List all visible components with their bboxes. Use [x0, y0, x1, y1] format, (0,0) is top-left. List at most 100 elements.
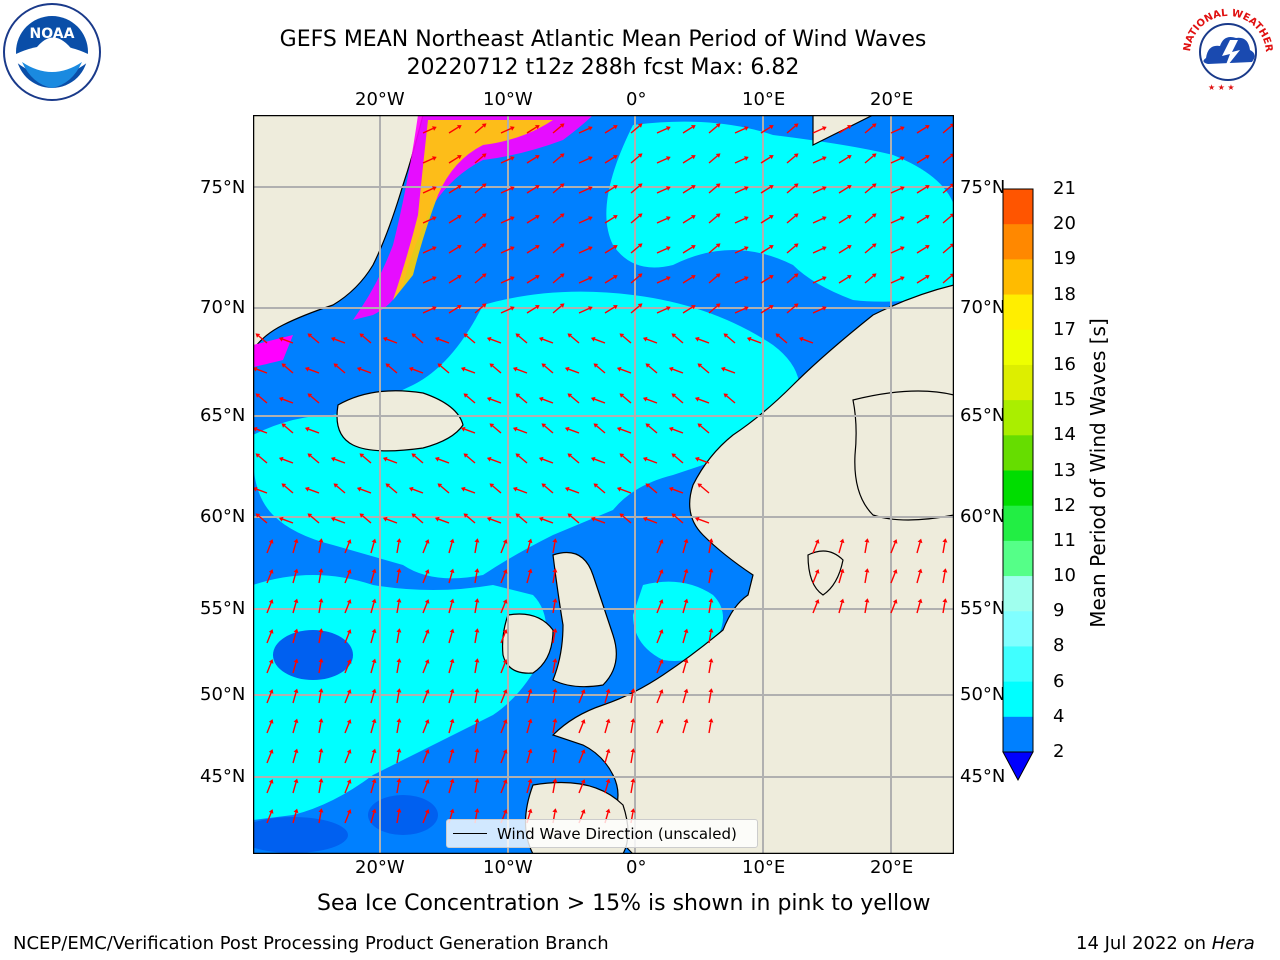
wave-arrow-head — [293, 598, 299, 604]
wave-arrow-head — [613, 155, 618, 160]
wave-arrow — [474, 782, 478, 794]
wave-arrow-head — [330, 516, 336, 522]
wave-arrow-head — [434, 336, 440, 342]
wave-arrow — [318, 692, 322, 704]
wave-arrow — [942, 572, 946, 584]
graticule — [253, 115, 954, 854]
wave-arrow-head — [278, 336, 284, 342]
map-legend: Wind Wave Direction (unscaled) — [446, 819, 758, 848]
wave-arrow — [516, 368, 528, 374]
colorbar-segment — [1003, 189, 1033, 225]
wave-arrow-head — [744, 216, 749, 221]
wave-arrow — [526, 216, 537, 224]
wave-arrow — [552, 125, 562, 134]
wave-arrow-head — [694, 456, 700, 462]
wave-arrow — [344, 632, 350, 644]
wave-arrow-head — [668, 426, 674, 432]
wave-arrow-head — [839, 598, 845, 604]
wave-arrow — [760, 276, 771, 284]
wave-arrow-head — [371, 778, 377, 784]
wave-arrow — [256, 488, 268, 494]
wave-arrow — [656, 157, 668, 164]
wave-arrow — [786, 185, 796, 194]
wave-arrow — [570, 395, 580, 404]
wave-arrow — [656, 187, 668, 194]
wave-arrow-head — [847, 155, 852, 160]
wave-arrow — [604, 276, 615, 284]
wave-arrow — [656, 247, 668, 254]
wave-arrow-head — [605, 688, 611, 694]
lat-tick-left-55n: 55°N — [200, 598, 246, 619]
wave-arrow-head — [527, 778, 533, 784]
wave-arrow — [708, 185, 718, 194]
wave-arrow-head — [463, 333, 469, 338]
wave-arrow — [604, 186, 615, 194]
wave-arrow-head — [658, 629, 664, 634]
wave-arrow — [552, 245, 562, 254]
wave-arrow-head — [588, 246, 593, 251]
wave-arrow-head — [449, 688, 455, 694]
wave-arrow — [318, 812, 322, 824]
wave-arrow-head — [723, 333, 729, 338]
wave-arrow — [760, 246, 771, 254]
wave-arrow — [474, 155, 484, 164]
wave-arrow-head — [769, 155, 774, 160]
wave-arrow-head — [839, 568, 845, 574]
wave-arrow-head — [630, 748, 636, 753]
wave-arrow — [630, 245, 640, 254]
wave-arrow-head — [318, 538, 324, 543]
wave-arrow-head — [847, 185, 852, 190]
wave-arrow-head — [715, 153, 721, 158]
wave-arrow-head — [424, 659, 430, 664]
wave-arrow-head — [515, 453, 521, 458]
wave-arrow — [708, 125, 718, 134]
wave-arrow — [786, 125, 796, 134]
wave-arrow-head — [723, 393, 729, 398]
wave-arrow — [334, 518, 346, 524]
wave-arrow — [578, 752, 584, 764]
lon-tick-top-10e: 10°E — [742, 89, 786, 110]
wave-arrow — [864, 125, 874, 134]
wave-arrow-head — [925, 215, 930, 220]
wave-arrow — [448, 602, 453, 614]
wave-arrow-head — [382, 456, 388, 462]
nws-logo: NATIONAL WEATHER SERVICE ★ ★ ★ — [1174, 0, 1278, 100]
wave-arrow-head — [744, 306, 749, 311]
lon-tick-bottom-10e: 10°E — [742, 857, 786, 878]
wave-arrow — [344, 542, 350, 554]
wave-arrow-head — [396, 628, 402, 633]
wave-arrow-head — [255, 393, 261, 398]
wave-arrow-head — [371, 628, 377, 634]
wave-arrow — [812, 157, 824, 164]
wave-arrow — [568, 368, 580, 374]
wave-arrow-head — [515, 333, 521, 338]
wave-arrow-head — [552, 808, 558, 813]
wave-arrow-head — [917, 598, 923, 604]
wave-arrow-head — [708, 538, 714, 543]
wave-arrow — [700, 365, 710, 374]
wave-arrow-head — [683, 598, 689, 604]
colorbar-segment — [1003, 435, 1033, 471]
wave-arrow — [552, 662, 556, 674]
wave-arrow-head — [552, 658, 558, 663]
wave-arrow — [284, 365, 294, 374]
wave-arrow — [596, 365, 606, 374]
wave-arrow-head — [512, 486, 518, 492]
wave-arrow-head — [694, 516, 700, 522]
wave-arrow — [890, 602, 896, 614]
colorbar-segment — [1003, 400, 1033, 436]
wave-arrow-head — [515, 513, 521, 518]
wave-arrow — [760, 126, 771, 134]
wave-arrow-head — [432, 126, 437, 131]
wave-arrow-head — [502, 719, 508, 724]
wave-arrow — [838, 156, 849, 164]
wave-arrow-head — [346, 809, 352, 814]
wave-arrow — [370, 632, 375, 644]
wave-arrow-head — [793, 153, 799, 158]
wave-arrow-head — [424, 719, 430, 724]
wave-arrow — [292, 722, 297, 734]
wave-arrow — [916, 246, 927, 254]
wave-arrow — [282, 338, 294, 344]
wave-arrow-head — [382, 336, 388, 342]
wave-arrow-head — [278, 516, 284, 522]
